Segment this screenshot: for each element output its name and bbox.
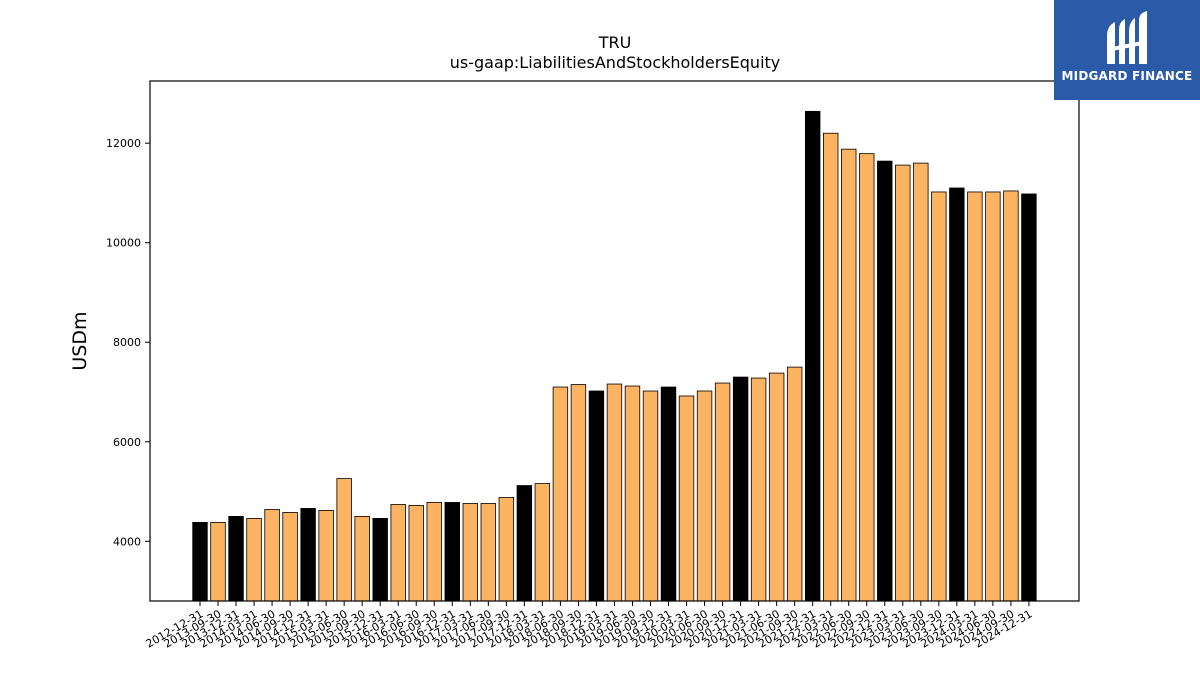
y-tick-label: 10000 <box>106 237 141 250</box>
bar-2020-12-31 <box>732 376 749 602</box>
bar-2019-09-30 <box>642 390 659 602</box>
bar-2015-09-30 <box>354 516 370 602</box>
plot-frame <box>149 80 1080 602</box>
bar-2015-06-30 <box>336 478 352 602</box>
bar-2013-09-30 <box>210 521 226 602</box>
bar-2015-03-31 <box>318 510 334 602</box>
bar-2016-12-31 <box>444 502 460 602</box>
bar-2020-03-31 <box>678 395 695 602</box>
bar-2017-03-31 <box>462 503 479 602</box>
bar-2024-03-31 <box>967 191 983 602</box>
brand-name: MIDGARD FINANCE <box>1061 69 1193 83</box>
bar-2022-06-30 <box>841 148 857 602</box>
bar-2022-12-31 <box>877 160 893 602</box>
bar-2018-09-30 <box>570 384 587 602</box>
bar-2021-12-31 <box>804 110 821 602</box>
bar-2017-09-30 <box>498 497 515 602</box>
x-axis-ticks: 2012-12-312013-09-302013-12-312014-03-31… <box>144 601 1034 651</box>
bar-2023-06-30 <box>913 162 929 602</box>
bar-2024-06-30 <box>985 191 1001 602</box>
y-axis-ticks: 4000 6000 8000 10000 12000 <box>106 137 150 548</box>
chart-title: TRU <box>598 33 632 52</box>
bar-2013-12-31 <box>228 516 244 602</box>
bars-layer <box>192 110 1037 602</box>
y-tick-label: 12000 <box>106 137 141 150</box>
bar-2020-06-30 <box>696 390 713 602</box>
bar-2024-12-31 <box>1021 193 1037 602</box>
bar-2016-03-31 <box>390 504 406 602</box>
bar-2014-12-31 <box>300 508 316 602</box>
bar-2024-09-30 <box>1003 190 1019 602</box>
bar-2021-06-30 <box>768 372 785 602</box>
bar-2012-12-31 <box>192 521 208 602</box>
bar-2019-12-31 <box>660 386 677 602</box>
brand-logo: MIDGARD FINANCE <box>1054 0 1200 100</box>
bar-2014-06-30 <box>264 509 280 602</box>
bar-2014-03-31 <box>246 518 262 602</box>
bar-2022-09-30 <box>859 153 875 602</box>
y-tick-label: 8000 <box>113 336 141 349</box>
y-tick-label: 4000 <box>113 535 141 548</box>
bar-2019-03-31 <box>606 383 623 602</box>
bar-2018-12-31 <box>588 390 605 602</box>
bar-2014-09-30 <box>282 512 298 602</box>
bar-2023-03-31 <box>895 164 911 602</box>
bar-2018-03-31 <box>534 483 551 602</box>
bar-2017-06-30 <box>480 503 497 602</box>
brand-mark-icon <box>1107 11 1147 64</box>
y-axis-label: USDm <box>69 311 91 370</box>
bar-2021-09-30 <box>786 366 803 602</box>
bar-2023-12-31 <box>949 187 965 602</box>
bar-2018-06-30 <box>552 386 569 602</box>
bar-2015-12-31 <box>372 518 388 602</box>
bar-2016-06-30 <box>408 505 424 602</box>
bar-2019-06-30 <box>624 385 641 602</box>
bar-2020-09-30 <box>714 382 731 602</box>
bar-2023-09-30 <box>931 191 947 602</box>
y-tick-label: 6000 <box>113 436 141 449</box>
bar-2021-03-31 <box>750 377 767 602</box>
bar-2017-12-31 <box>516 485 533 602</box>
chart-subtitle: us-gaap:LiabilitiesAndStockholdersEquity <box>450 53 781 72</box>
bar-2016-09-30 <box>426 502 442 602</box>
bar-2022-03-31 <box>823 132 839 602</box>
